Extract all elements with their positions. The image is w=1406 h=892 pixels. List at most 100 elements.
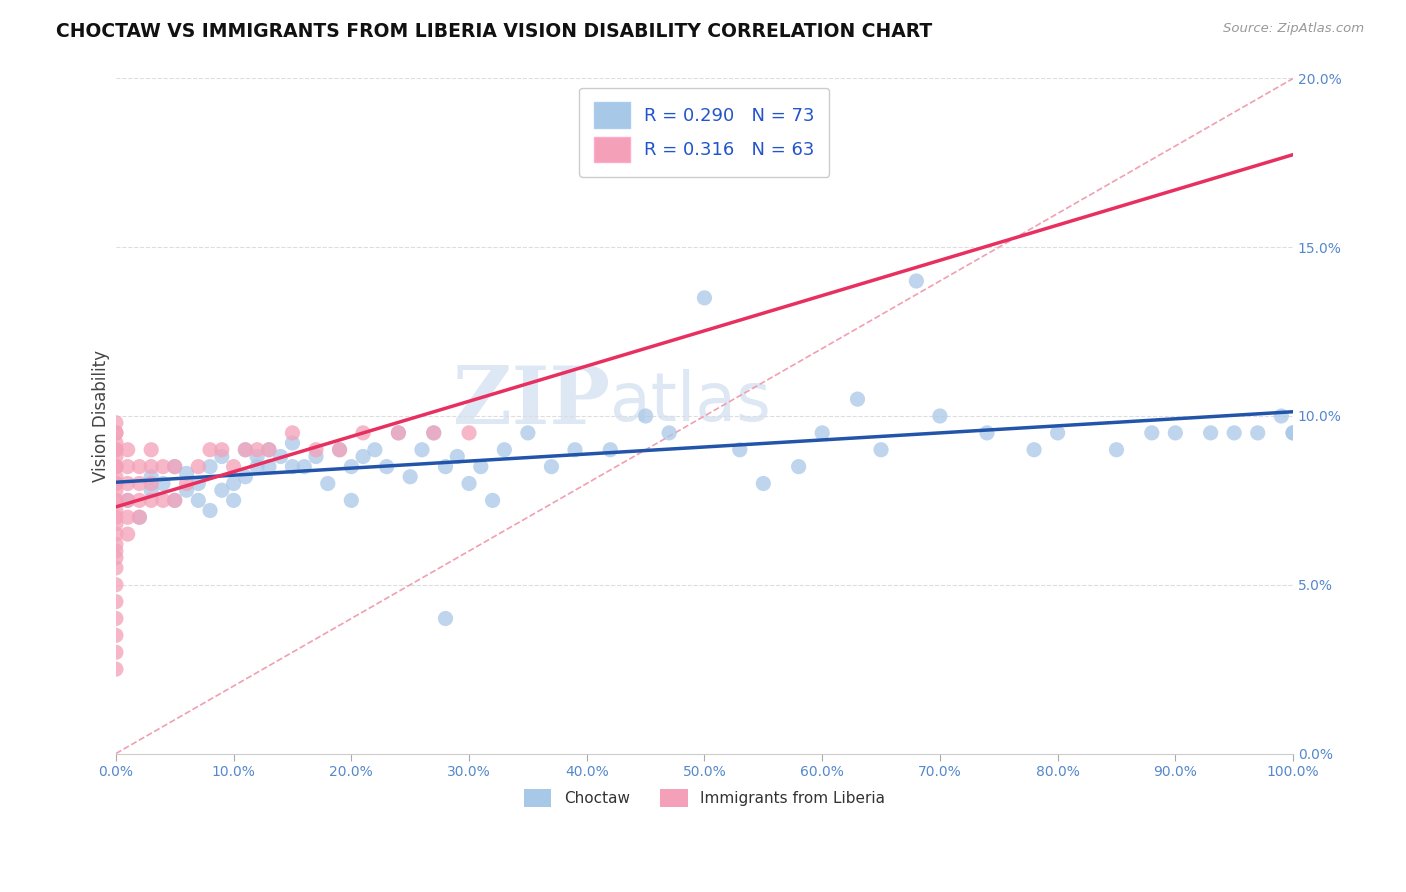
Point	[152, 493, 174, 508]
Point	[128, 459, 150, 474]
Point	[458, 476, 481, 491]
Point	[235, 469, 257, 483]
Point	[811, 425, 834, 440]
Point	[281, 425, 304, 440]
Point	[540, 459, 562, 474]
Point	[104, 425, 127, 440]
Point	[104, 594, 127, 608]
Point	[211, 483, 233, 498]
Point	[104, 436, 127, 450]
Point	[117, 527, 139, 541]
Point	[292, 459, 315, 474]
Point	[905, 274, 928, 288]
Point	[1164, 425, 1187, 440]
Point	[128, 510, 150, 524]
Point	[387, 425, 409, 440]
Point	[246, 459, 269, 474]
Point	[117, 493, 139, 508]
Point	[399, 469, 422, 483]
Point	[141, 483, 163, 498]
Point	[104, 476, 127, 491]
Point	[198, 503, 221, 517]
Point	[163, 493, 186, 508]
Point	[117, 459, 139, 474]
Point	[141, 442, 163, 457]
Point	[328, 442, 350, 457]
Point	[1270, 409, 1292, 423]
Point	[104, 416, 127, 430]
Point	[752, 476, 775, 491]
Point	[104, 503, 127, 517]
Point	[1247, 425, 1270, 440]
Point	[104, 662, 127, 676]
Point	[104, 459, 127, 474]
Point	[387, 425, 409, 440]
Point	[257, 442, 280, 457]
Point	[163, 459, 186, 474]
Point	[470, 459, 492, 474]
Point	[340, 493, 363, 508]
Point	[411, 442, 433, 457]
Point	[104, 645, 127, 659]
Point	[281, 436, 304, 450]
Point	[104, 527, 127, 541]
Point	[1282, 425, 1305, 440]
Point	[928, 409, 950, 423]
Point	[481, 493, 503, 508]
Point	[104, 510, 127, 524]
Point	[375, 459, 398, 474]
Point	[141, 469, 163, 483]
Point	[176, 476, 198, 491]
Point	[257, 442, 280, 457]
Point	[104, 611, 127, 625]
Point	[104, 493, 127, 508]
Point	[117, 510, 139, 524]
Text: ZIP: ZIP	[453, 364, 610, 442]
Text: CHOCTAW VS IMMIGRANTS FROM LIBERIA VISION DISABILITY CORRELATION CHART: CHOCTAW VS IMMIGRANTS FROM LIBERIA VISIO…	[56, 22, 932, 41]
Point	[434, 459, 457, 474]
Point	[141, 459, 163, 474]
Point	[1140, 425, 1163, 440]
Point	[211, 450, 233, 464]
Legend: Choctaw, Immigrants from Liberia: Choctaw, Immigrants from Liberia	[517, 782, 891, 814]
Point	[434, 611, 457, 625]
Point	[104, 459, 127, 474]
Point	[152, 476, 174, 491]
Point	[246, 450, 269, 464]
Point	[187, 493, 209, 508]
Point	[458, 425, 481, 440]
Point	[1223, 425, 1246, 440]
Point	[870, 442, 893, 457]
Y-axis label: Vision Disability: Vision Disability	[93, 350, 110, 482]
Point	[163, 459, 186, 474]
Point	[235, 442, 257, 457]
Point	[222, 476, 245, 491]
Point	[117, 493, 139, 508]
Point	[494, 442, 516, 457]
Point	[634, 409, 657, 423]
Point	[1046, 425, 1069, 440]
Point	[976, 425, 998, 440]
Point	[270, 450, 292, 464]
Point	[257, 459, 280, 474]
Point	[104, 544, 127, 558]
Point	[422, 425, 444, 440]
Point	[128, 476, 150, 491]
Point	[104, 442, 127, 457]
Point	[198, 442, 221, 457]
Point	[152, 459, 174, 474]
Point	[104, 550, 127, 565]
Point	[187, 476, 209, 491]
Point	[305, 450, 328, 464]
Point	[104, 450, 127, 464]
Text: atlas: atlas	[610, 369, 770, 435]
Point	[1282, 425, 1305, 440]
Point	[104, 476, 127, 491]
Point	[281, 459, 304, 474]
Point	[187, 459, 209, 474]
Point	[1022, 442, 1045, 457]
Point	[198, 459, 221, 474]
Point	[364, 442, 387, 457]
Point	[658, 425, 681, 440]
Point	[117, 476, 139, 491]
